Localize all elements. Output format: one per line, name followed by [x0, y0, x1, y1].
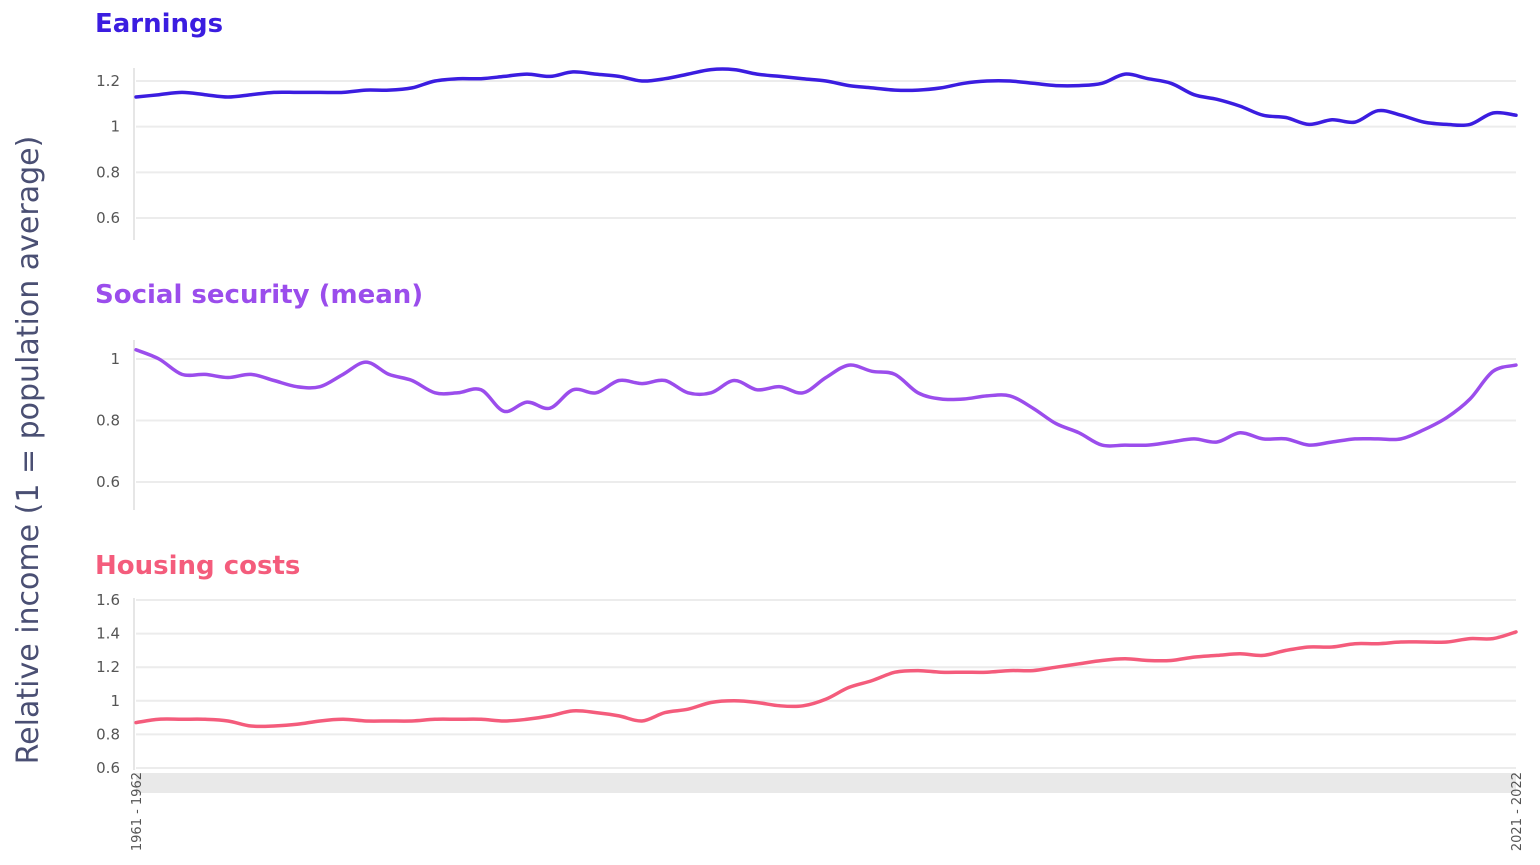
y-axis-label: Relative income (1 = population average)	[11, 136, 46, 765]
y-tick-label: 1.2	[96, 72, 120, 90]
x-axis-band	[136, 773, 1516, 793]
chart-panel-2: Social security (mean) 1 0.8 0.6	[95, 280, 1518, 510]
y-tick-label: 1	[110, 350, 120, 368]
y-tick-label: 0.8	[96, 725, 120, 743]
series-line	[134, 348, 1518, 448]
y-tick-label: 1.4	[96, 625, 120, 643]
y-tick-label: 0.8	[96, 412, 120, 430]
x-tick-label-start: 1961 - 1962	[130, 772, 145, 851]
y-tick-label: 1.6	[96, 591, 120, 609]
y-tick-label: 1	[110, 692, 120, 710]
panel-title: Housing costs	[95, 551, 300, 581]
y-tick-label: 1.2	[96, 658, 120, 676]
y-tick-label: 0.6	[96, 209, 120, 227]
panel-title: Earnings	[95, 9, 223, 39]
series-line	[134, 67, 1518, 128]
y-tick-label: 1	[110, 118, 120, 136]
y-tick-label: 0.6	[96, 473, 120, 491]
chart-panel-1: Earnings 1.2 1 0.8 0.6	[95, 9, 1518, 240]
panel-title: Social security (mean)	[95, 280, 423, 310]
y-tick-label: 0.6	[96, 759, 120, 777]
series-line	[134, 630, 1518, 729]
y-tick-label: 0.8	[96, 163, 120, 181]
x-tick-label-end: 2021 - 2022	[1510, 772, 1525, 851]
chart-panel-3: Housing costs 1.6 1.4 1.2 1 0.8 0.6	[95, 551, 1518, 777]
